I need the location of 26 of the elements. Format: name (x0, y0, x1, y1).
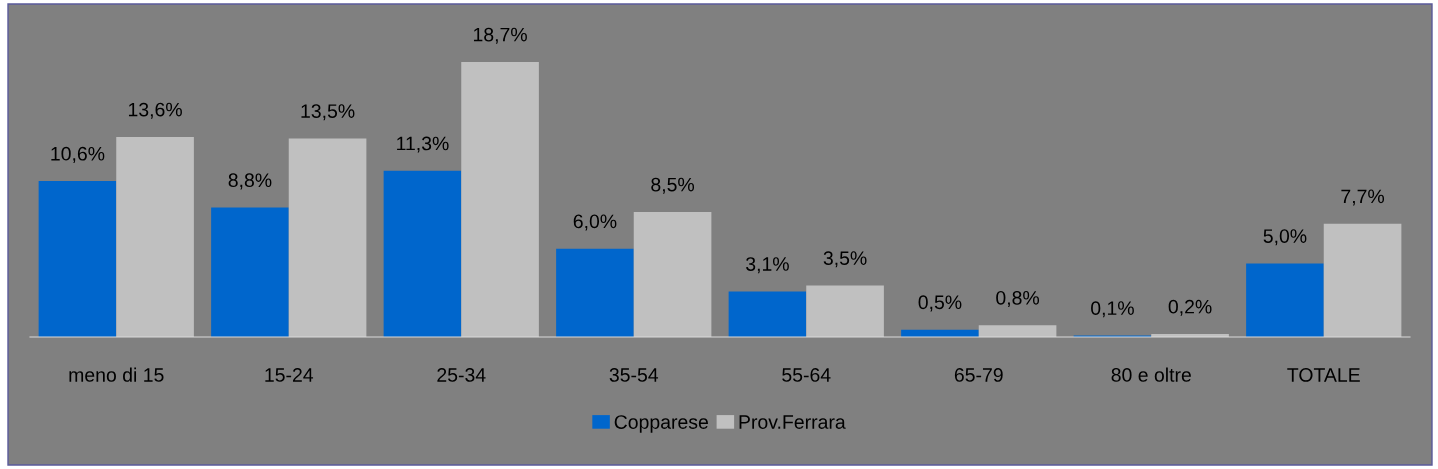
data-label: 0,2% (1168, 299, 1212, 316)
data-label: 3,5% (823, 251, 867, 268)
x-tick-label: 35-54 (609, 368, 659, 382)
data-label: 7,7% (1341, 189, 1385, 206)
data-label: 10,6% (51, 146, 105, 163)
legend-label: Prov.Ferrara (739, 415, 846, 429)
data-label: 13,6% (128, 102, 182, 119)
x-tick-label: TOTALE (1287, 368, 1360, 382)
data-label: 0,8% (996, 290, 1040, 308)
data-label: 13,5% (301, 104, 355, 121)
data-label: 18,7% (473, 27, 527, 44)
data-label: 8,8% (228, 173, 272, 190)
data-label: 0,5% (918, 295, 962, 312)
legend-label: Copparese (614, 415, 708, 433)
data-label: 0,1% (1091, 301, 1134, 318)
x-tick-label: 15-24 (265, 368, 314, 382)
data-label: 3,1% (746, 257, 789, 274)
x-tick-label: 80 e oltre (1111, 367, 1191, 382)
data-label: 5,0% (1263, 229, 1307, 246)
data-label: 6,0% (573, 214, 617, 231)
x-tick-label: meno di 15 (69, 367, 164, 382)
data-label: 8,5% (651, 177, 695, 194)
x-tick-label: 25-34 (437, 368, 486, 382)
x-tick-label: 55-64 (782, 368, 831, 382)
data-label: 11,3% (397, 136, 449, 153)
x-tick-label: 65-79 (954, 368, 1003, 382)
